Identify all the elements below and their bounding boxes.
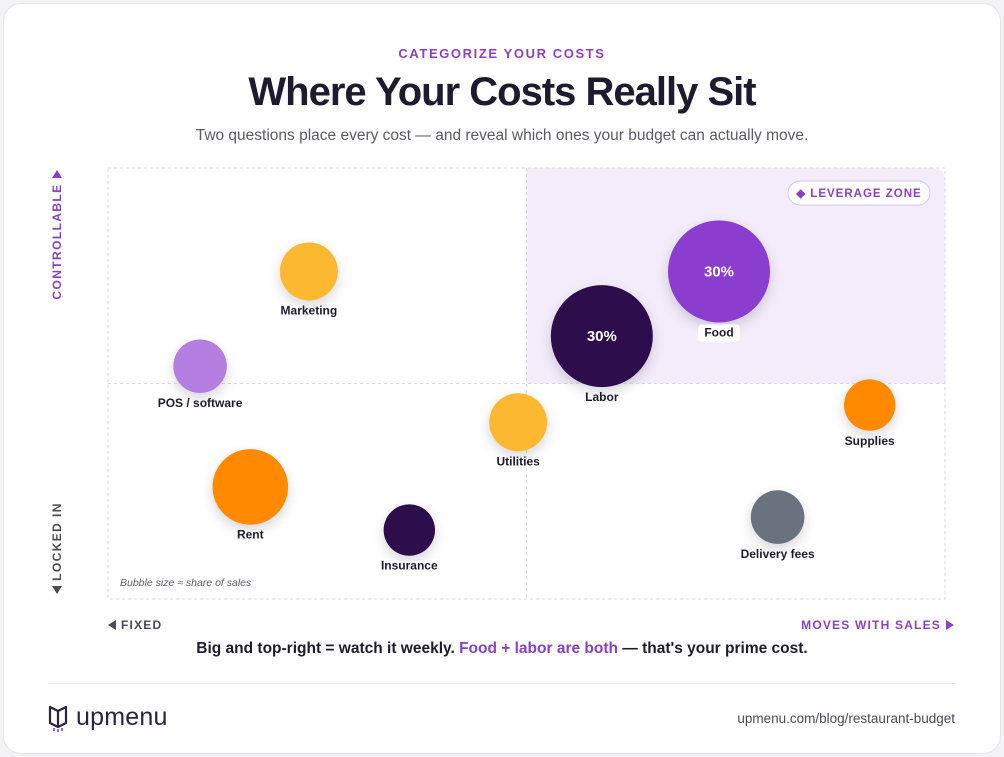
y-axis-low-text: LOCKED IN [50,502,64,581]
brand-name: upmenu [76,703,168,731]
x-axis-low-label: FIXED [108,618,162,632]
bubble-label-labor: Labor [585,390,619,404]
bubble-marketing [279,242,338,301]
bubble-label-tag-food [698,324,740,342]
leverage-zone-label: ◆ LEVERAGE ZONE [795,188,921,200]
x-axis-high-label: MOVES WITH SALES [801,618,954,632]
brand-logo[interactable]: upmenu [48,703,168,732]
arrow-down-icon [52,585,62,594]
x-axis-high-text: MOVES WITH SALES [801,618,941,632]
y-axis-high-text: CONTROLLABLE [50,183,64,300]
chart-subtitle: Two questions place every cost — and rev… [195,127,809,144]
bubble-value-food: 30% [704,263,734,280]
bubble-value-labor: 30% [587,328,617,345]
chart-title: Where Your Costs Really Sit [248,70,756,114]
leverage-zone-pill [787,180,931,206]
arrow-right-icon [946,620,954,630]
bubble-utilities [489,393,548,452]
bubble-label-marketing: Marketing [281,303,338,317]
arrow-left-icon [108,620,116,630]
bubble-label-rent: Rent [237,528,264,542]
bubble-label-utilities: Utilities [496,454,540,468]
bubble-label-pos-software: POS / software [158,396,243,410]
takeaway-highlight: Food + labor are both [459,640,618,657]
bubble-label-supplies: Supplies [845,434,895,448]
y-axis-low-label: LOCKED IN [48,493,66,603]
source-url[interactable]: upmenu.com/blog/restaurant-budget [737,711,955,726]
bubble-label-delivery-fees: Delivery fees [741,547,815,561]
footer-divider [48,683,955,684]
takeaway-note: Big and top-right = watch it weekly. Foo… [0,640,1004,658]
takeaway-before: Big and top-right = watch it weekly. [196,640,460,657]
bubble-supplies [843,379,896,431]
bubble-food [668,220,771,323]
arrow-up-icon [52,170,62,179]
bubble-size-note: Bubble size ≈ share of sales [120,577,252,589]
bubble-labor [550,285,653,388]
bubble-rent [212,449,289,525]
x-axis-low-text: FIXED [121,618,163,632]
bubble-insurance [383,504,436,556]
eyebrow: CATEGORIZE YOUR COSTS [398,46,606,61]
y-axis-high-label: CONTROLLABLE [48,170,66,300]
bubble-label-insurance: Insurance [381,559,438,573]
bubble-label-food: Food [704,325,733,339]
takeaway-after: — that's your prime cost. [617,640,808,657]
bubble-pos-software [173,339,227,394]
bubble-delivery-fees [750,490,805,544]
upmenu-logo-icon [48,705,68,732]
plot-border [107,167,946,600]
